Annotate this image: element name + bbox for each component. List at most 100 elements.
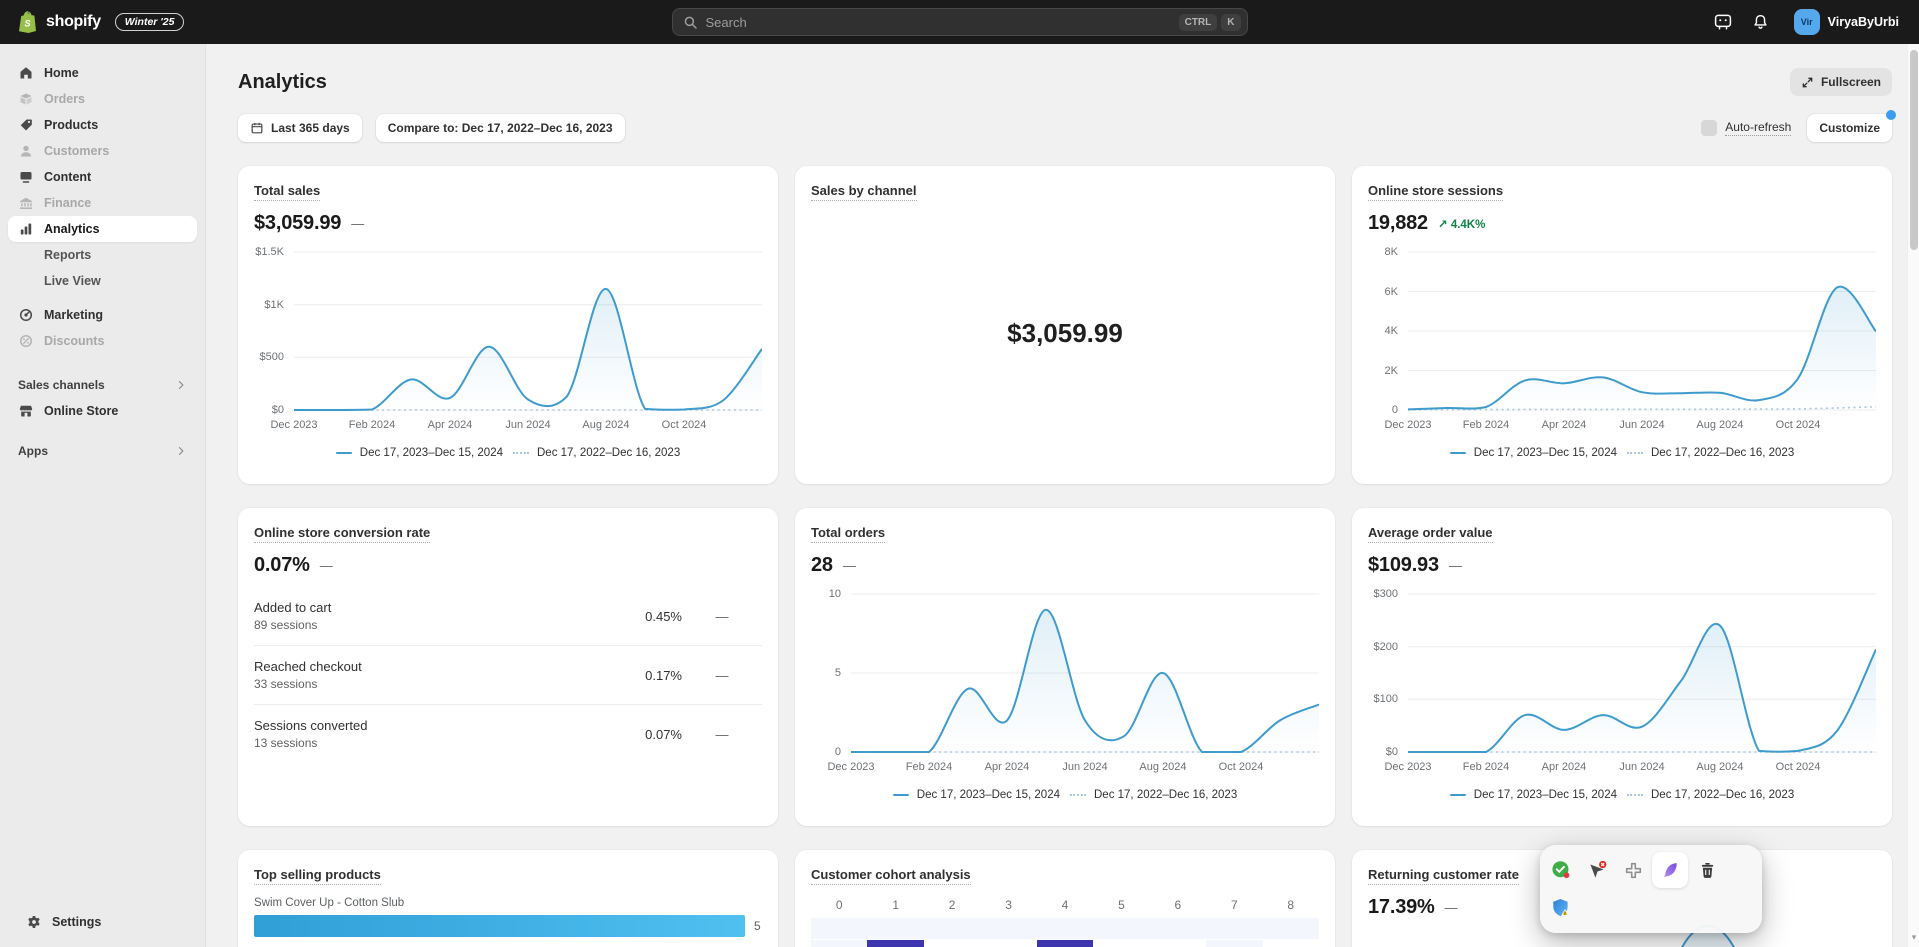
notifications-bell-icon[interactable] — [1750, 11, 1772, 33]
green-check-extension-icon[interactable] — [1550, 859, 1572, 881]
average-order-value-chart: $300 $200 $100 $0 Dec 2023 Feb 2024 Apr 2024 Ju… — [1368, 588, 1876, 801]
cohort-cell[interactable] — [923, 940, 981, 947]
release-badge[interactable]: Winter '25 — [114, 13, 185, 31]
sidebar-header-sales-channels[interactable]: Sales channels — [8, 372, 197, 398]
line-chart-plot — [1408, 593, 1876, 753]
sidebar-item-customers[interactable]: Customers — [8, 138, 197, 164]
card-title[interactable]: Top selling products — [254, 867, 381, 885]
card-title[interactable]: Returning customer rate — [1368, 867, 1519, 885]
date-range-button[interactable]: Last 365 days — [238, 114, 362, 142]
sidebar-item-discounts[interactable]: Discounts — [8, 328, 197, 354]
customize-button-wrap: Customize — [1807, 110, 1896, 142]
compare-to-button[interactable]: Compare to: Dec 17, 2022–Dec 16, 2023 — [375, 114, 625, 142]
x-tick-label: Aug 2024 — [1696, 761, 1744, 773]
legend-item: Dec 17, 2022–Dec 16, 2023 — [1627, 789, 1794, 801]
sidebar-item-label: Orders — [44, 92, 85, 106]
sidebar-item-online-store[interactable]: Online Store — [8, 398, 197, 424]
sidebar-item-label: Home — [44, 66, 79, 80]
sidebar-header-apps[interactable]: Apps — [8, 438, 197, 464]
y-tick-label: 10 — [828, 588, 841, 600]
cohort-cell[interactable] — [1036, 918, 1094, 939]
fullscreen-button[interactable]: Fullscreen — [1789, 68, 1892, 96]
cohort-cell[interactable] — [811, 918, 868, 939]
sidebar-item-reports[interactable]: Reports — [8, 242, 197, 268]
card-title[interactable]: Total sales — [254, 183, 321, 201]
shopify-logo[interactable]: S shopify Winter '25 — [0, 10, 185, 34]
y-tick-label: 6K — [1384, 285, 1398, 298]
card-title[interactable]: Average order value — [1368, 525, 1493, 543]
product-bar[interactable] — [254, 915, 745, 937]
card-title[interactable]: Online store sessions — [1368, 183, 1504, 201]
scrollbar-thumb[interactable] — [1910, 50, 1918, 250]
cohort-cell[interactable] — [1149, 940, 1207, 947]
x-tick-label: Oct 2024 — [1775, 419, 1821, 431]
cohort-cell[interactable] — [1093, 940, 1150, 947]
cohort-cell[interactable] — [867, 940, 924, 947]
feather-extension-icon[interactable] — [1659, 859, 1681, 881]
x-axis-labels: Dec 2023 Feb 2024 Apr 2024 Jun 2024 Aug 2024… — [1384, 761, 1876, 777]
sidebar-item-orders[interactable]: Orders — [8, 86, 197, 112]
x-tick-label: Aug 2024 — [1696, 419, 1744, 431]
x-axis-labels: Dec 2023 Feb 2024 Apr 2024 Jun 2024 Aug 2024… — [1384, 419, 1876, 435]
svg-text:S: S — [24, 19, 30, 29]
card-title[interactable]: Online store conversion rate — [254, 525, 431, 543]
cohort-cell[interactable] — [1206, 918, 1263, 939]
card-title[interactable]: Sales by channel — [811, 183, 917, 201]
cohort-column-label: 8 — [1287, 898, 1295, 912]
auto-refresh-label[interactable]: Auto-refresh — [1725, 120, 1792, 136]
dark-arrow-extension-icon[interactable] — [1586, 859, 1608, 881]
sidebar-item-live-view[interactable]: Live View — [8, 268, 197, 294]
inbox-chat-icon[interactable] — [1712, 11, 1734, 33]
cohort-cell[interactable] — [811, 940, 868, 947]
cohort-cell[interactable] — [1206, 940, 1263, 947]
trash-extension-icon[interactable] — [1696, 859, 1718, 881]
cohort-cell[interactable] — [1036, 940, 1094, 947]
cohort-cell[interactable] — [1262, 918, 1319, 939]
y-axis-labels: $300 $200 $100 $0 — [1368, 588, 1408, 758]
page-scrollbar[interactable]: ▾ — [1907, 44, 1919, 947]
y-axis-labels: 8K 6K 4K 2K 0 — [1368, 246, 1408, 416]
customize-button[interactable]: Customize — [1807, 114, 1892, 142]
shield-warning-extension-icon[interactable] — [1550, 897, 1572, 919]
x-tick-label: Feb 2024 — [905, 761, 953, 773]
cohort-cell[interactable] — [1093, 918, 1150, 939]
gear-icon — [26, 914, 42, 930]
cohort-cell[interactable] — [980, 940, 1037, 947]
cohort-cell[interactable] — [1262, 940, 1319, 947]
user-menu[interactable]: Vir ViryaByUrbi — [1788, 5, 1905, 39]
cohort-cell[interactable] — [867, 918, 924, 939]
cohort-cell[interactable] — [1149, 918, 1207, 939]
fullscreen-arrows-icon — [1802, 77, 1813, 87]
sidebar-item-marketing[interactable]: Marketing — [8, 302, 197, 328]
legend-item: Dec 17, 2022–Dec 16, 2023 — [1627, 447, 1794, 459]
sidebar-item-analytics[interactable]: Analytics — [8, 216, 197, 242]
content-icon — [18, 169, 34, 185]
sidebar-item-products[interactable]: Products — [8, 112, 197, 138]
cohort-cell[interactable] — [980, 918, 1037, 939]
sidebar-item-finance[interactable]: Finance — [8, 190, 197, 216]
scrollbar-down-arrow-icon[interactable]: ▾ — [1911, 932, 1917, 942]
global-search-input[interactable]: Search CTRL K — [671, 8, 1248, 36]
calendar-icon — [251, 122, 263, 134]
sidebar-item-content[interactable]: Content — [8, 164, 197, 190]
y-tick-label: $1.5K — [255, 246, 284, 258]
filter-bar: Last 365 days Compare to: Dec 17, 2022–D… — [238, 110, 1896, 142]
auto-refresh-checkbox[interactable] — [1701, 120, 1718, 136]
cohort-cell[interactable] — [923, 918, 981, 939]
legend-dotted-swatch-icon — [1627, 452, 1643, 454]
legend-solid-swatch-icon — [1449, 794, 1466, 796]
x-tick-label: Aug 2024 — [582, 419, 630, 431]
funnel-row-reached-checkout: Reached checkout 33 sessions 0.17% — — [254, 645, 762, 704]
sidebar-item-home[interactable]: Home — [8, 60, 197, 86]
sidebar-item-settings[interactable]: Settings — [16, 909, 189, 935]
analytics-icon — [18, 221, 34, 237]
plus-outline-extension-icon[interactable] — [1622, 859, 1644, 881]
cohort-column-label: 5 — [1118, 898, 1125, 912]
x-tick-label: Dec 2023 — [270, 419, 318, 431]
average-order-value-card: Average order value $109.93 — $300 $200 $1… — [1352, 508, 1892, 826]
y-tick-label: 4K — [1384, 325, 1398, 337]
card-title[interactable]: Customer cohort analysis — [811, 867, 971, 885]
metric-delta: — — [842, 558, 856, 573]
card-title[interactable]: Total orders — [811, 525, 886, 543]
finance-icon — [18, 195, 34, 211]
